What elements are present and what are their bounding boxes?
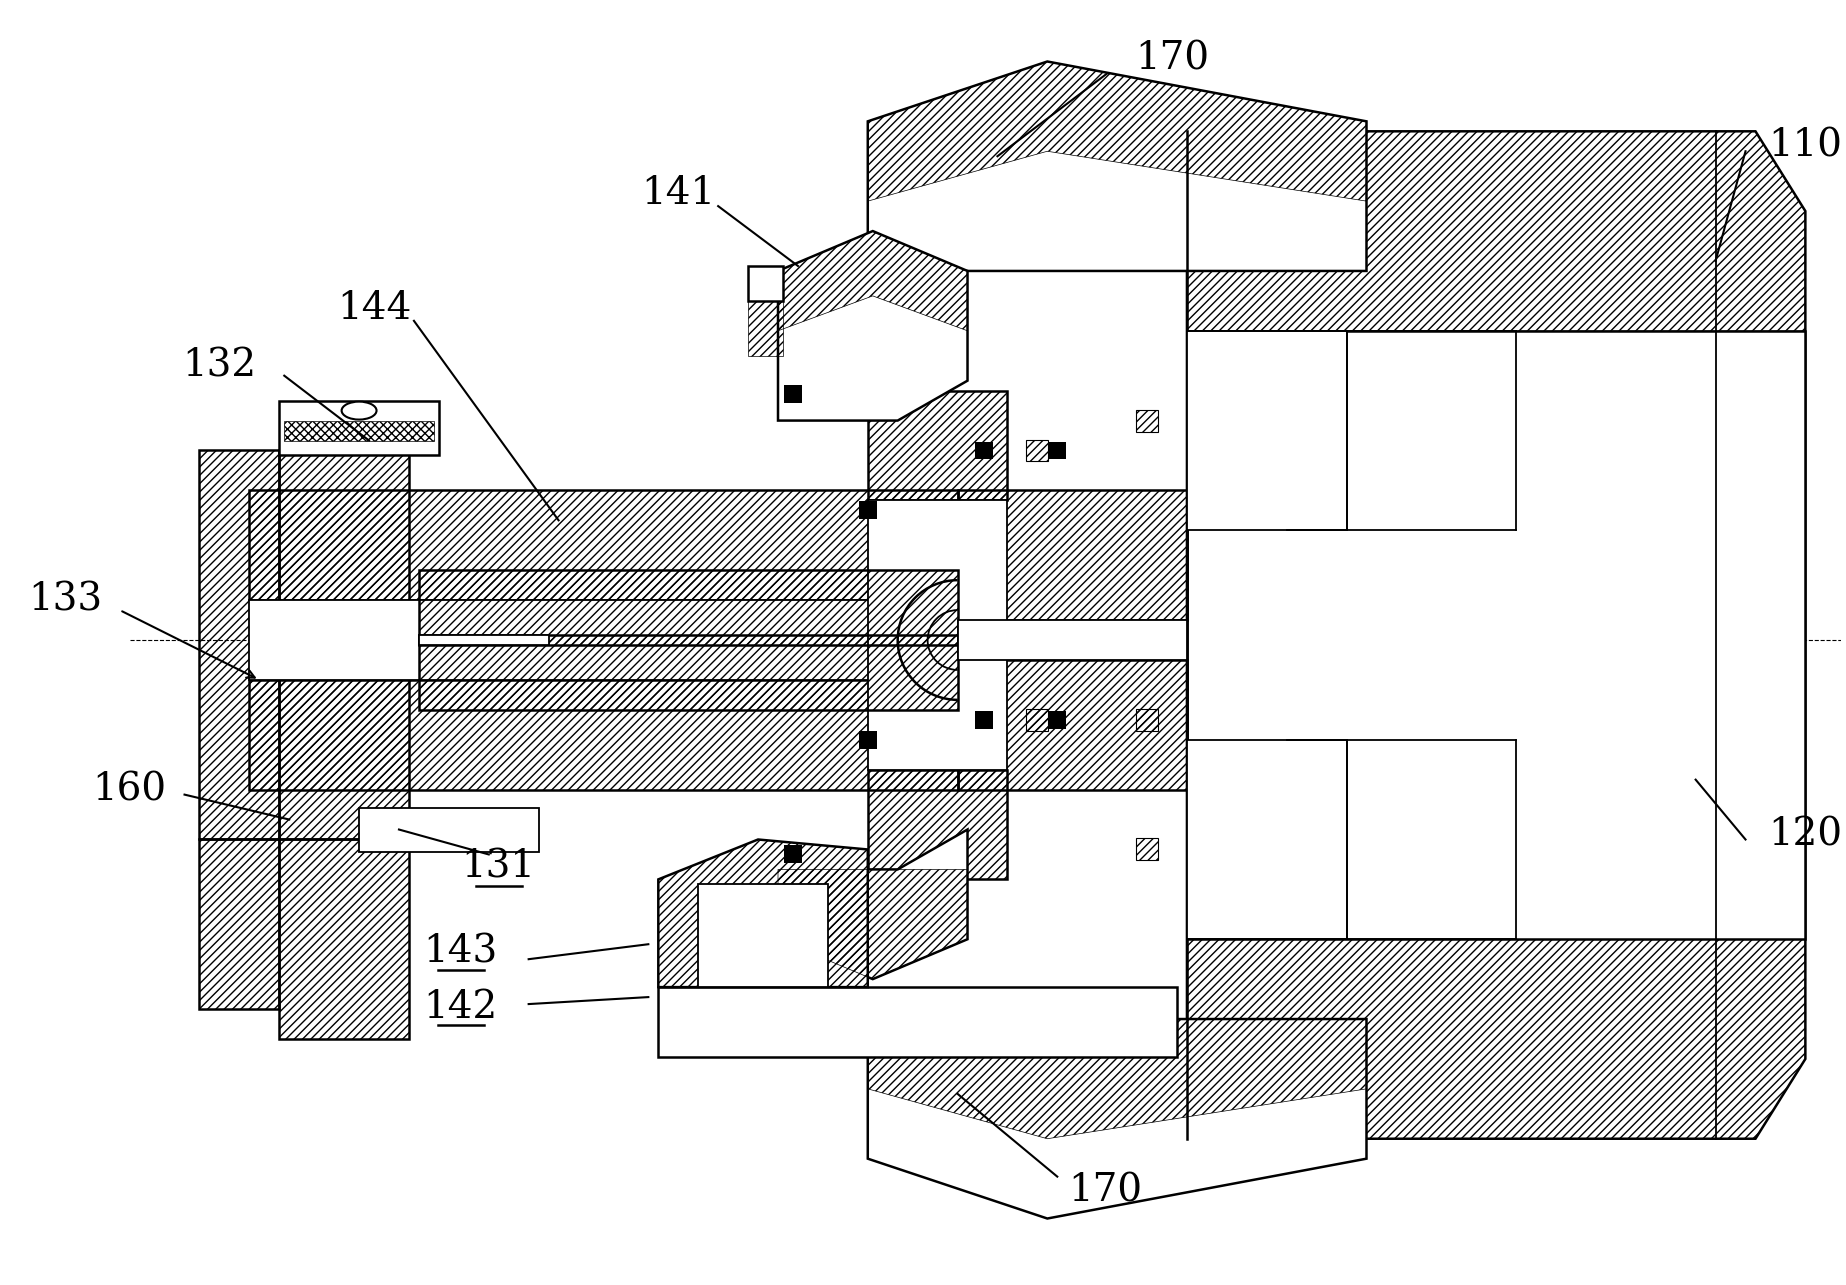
Bar <box>1049 442 1067 460</box>
Bar <box>284 420 434 441</box>
Bar <box>659 987 1178 1058</box>
Bar <box>868 391 1008 500</box>
Ellipse shape <box>342 402 377 420</box>
Bar <box>419 635 548 645</box>
Bar <box>1026 709 1049 731</box>
Bar <box>698 884 827 987</box>
Bar <box>1135 709 1157 731</box>
Bar <box>199 451 279 839</box>
Bar <box>249 680 958 789</box>
Bar <box>419 635 958 709</box>
Text: 170: 170 <box>1135 41 1209 78</box>
Bar <box>249 600 958 680</box>
Polygon shape <box>868 62 1366 271</box>
Polygon shape <box>1187 131 1805 1139</box>
Text: 132: 132 <box>183 347 257 384</box>
Bar <box>785 384 801 402</box>
Bar <box>249 491 958 600</box>
Bar <box>1187 330 1805 939</box>
Bar <box>785 846 801 864</box>
Text: 120: 120 <box>1768 816 1842 853</box>
Bar <box>748 301 783 356</box>
Text: 143: 143 <box>425 934 498 970</box>
Bar <box>975 442 993 460</box>
Text: 141: 141 <box>641 175 714 212</box>
Text: 110: 110 <box>1768 127 1842 164</box>
Text: 170: 170 <box>1069 1172 1143 1209</box>
Bar <box>748 266 783 301</box>
Bar <box>1135 839 1157 861</box>
Bar <box>279 401 439 455</box>
Text: 142: 142 <box>425 988 498 1025</box>
Text: 160: 160 <box>92 771 166 808</box>
Bar <box>1049 711 1067 729</box>
Bar <box>1026 439 1049 461</box>
Bar <box>1187 330 1346 531</box>
Polygon shape <box>777 830 967 979</box>
Bar <box>279 839 410 1040</box>
Bar <box>958 491 1187 621</box>
Bar <box>858 731 877 749</box>
Bar <box>958 621 1187 660</box>
Bar <box>858 501 877 519</box>
Bar <box>1135 410 1157 432</box>
Bar <box>419 571 958 645</box>
Text: 131: 131 <box>462 849 535 885</box>
Text: 133: 133 <box>28 582 102 618</box>
Polygon shape <box>868 1019 1366 1218</box>
Bar <box>958 660 1187 789</box>
Bar <box>868 770 1008 879</box>
Polygon shape <box>777 231 967 420</box>
Bar <box>975 711 993 729</box>
Bar <box>1187 740 1346 939</box>
Bar <box>360 807 539 852</box>
Bar <box>199 839 279 1009</box>
Polygon shape <box>659 839 868 987</box>
Bar <box>868 500 1008 770</box>
Text: 144: 144 <box>336 290 412 328</box>
Bar <box>279 451 410 839</box>
